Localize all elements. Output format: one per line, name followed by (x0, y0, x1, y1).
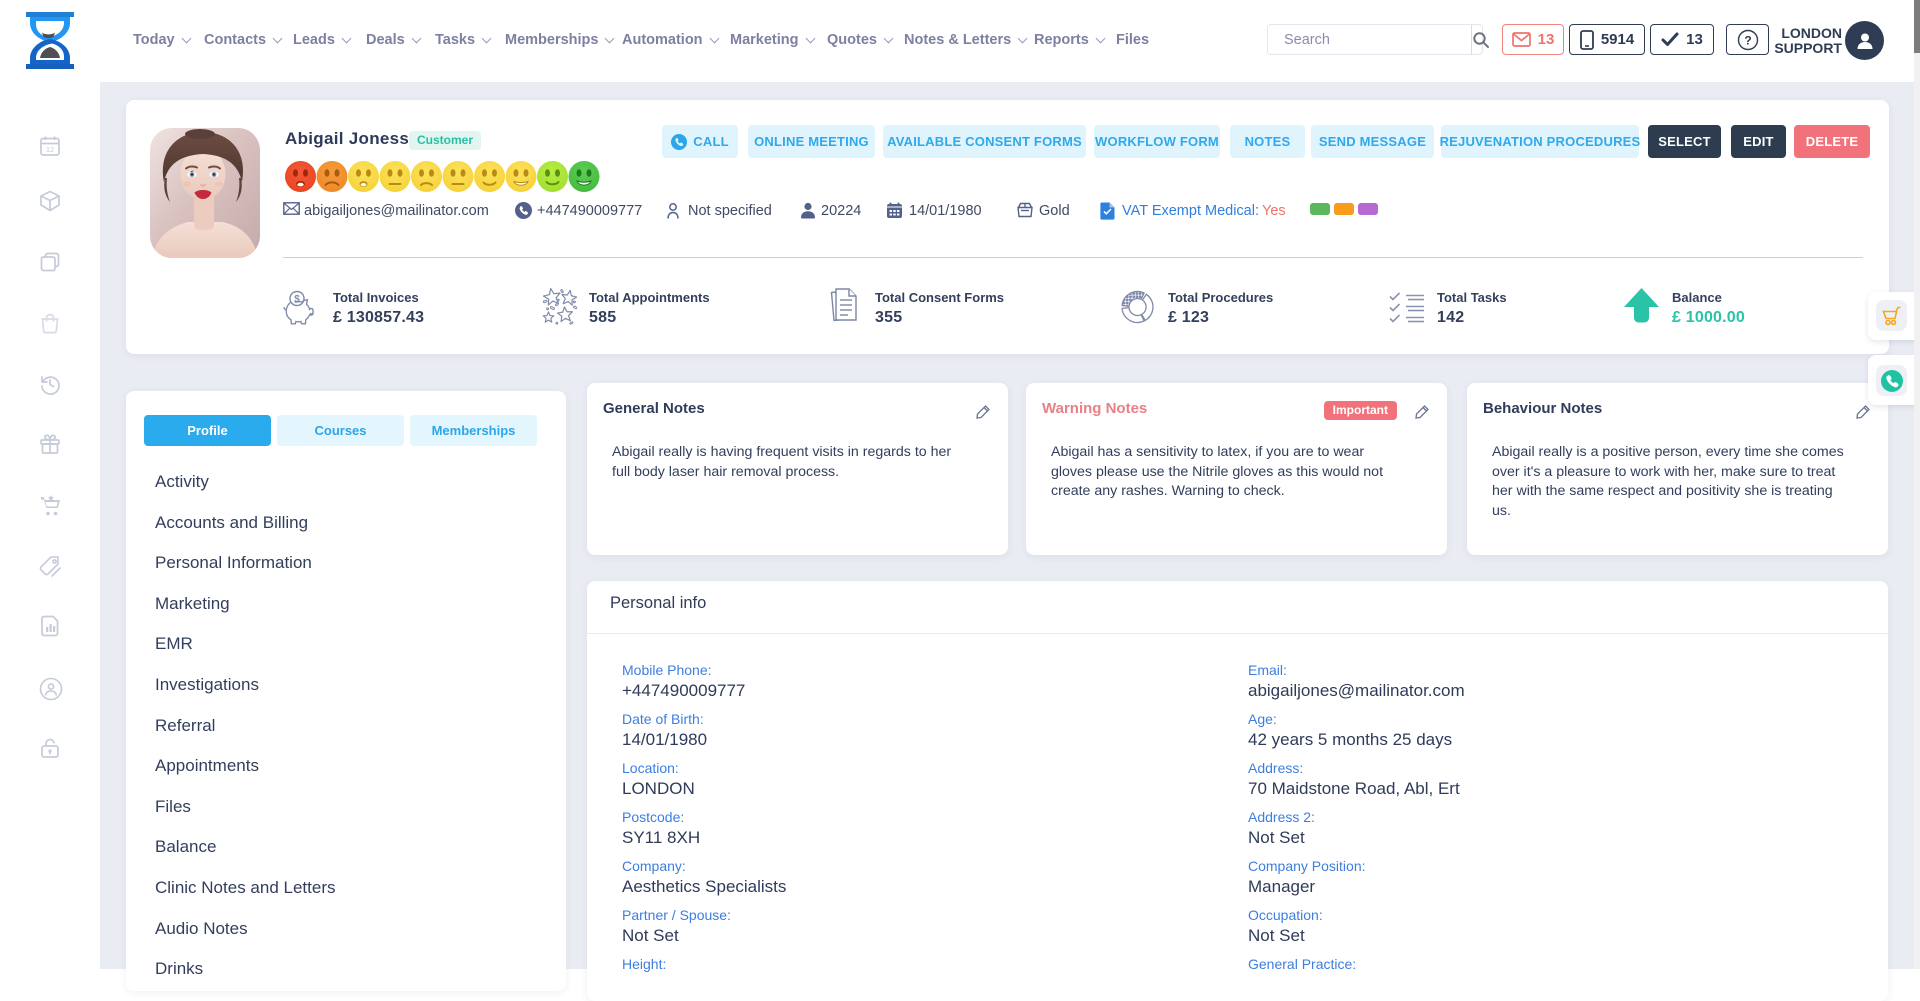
svg-text:?: ? (1744, 33, 1751, 47)
svg-text:$: $ (294, 294, 300, 305)
svg-text:12: 12 (46, 145, 54, 154)
